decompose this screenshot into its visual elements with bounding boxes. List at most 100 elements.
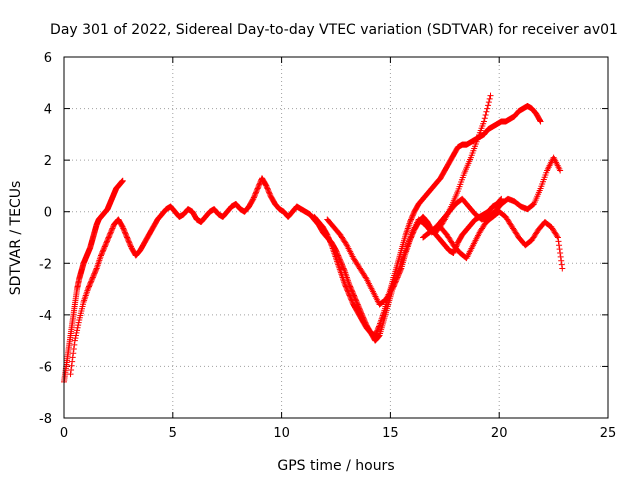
data-point — [373, 329, 380, 336]
data-point — [87, 280, 94, 287]
data-point — [348, 297, 355, 304]
data-point — [107, 229, 114, 236]
y-tick-label: 4 — [44, 103, 52, 118]
data-point — [375, 333, 382, 340]
x-tick-label: 15 — [382, 426, 399, 441]
data-point — [103, 238, 110, 245]
data-point — [555, 238, 562, 245]
y-tick-label: -4 — [39, 309, 52, 324]
data-points — [61, 92, 566, 385]
data-point — [102, 240, 109, 247]
data-point — [375, 324, 382, 331]
data-point — [105, 235, 112, 242]
data-point — [556, 242, 563, 249]
data-point — [97, 252, 104, 259]
data-point — [497, 196, 504, 203]
data-point — [343, 286, 350, 293]
data-point — [123, 231, 130, 238]
data-point — [481, 115, 488, 122]
data-point — [93, 266, 100, 273]
data-point — [410, 211, 417, 218]
data-point — [337, 258, 344, 265]
data-point — [126, 240, 133, 247]
data-point — [68, 366, 75, 373]
data-point — [125, 238, 132, 245]
data-point — [126, 239, 133, 246]
x-tick-label: 5 — [169, 426, 177, 441]
data-point — [92, 268, 99, 275]
data-point — [72, 335, 79, 342]
data-point — [255, 182, 262, 189]
data-point — [99, 249, 106, 256]
data-point — [340, 264, 347, 271]
data-point — [409, 212, 416, 219]
data-point — [75, 319, 82, 326]
data-point — [558, 257, 565, 264]
data-point — [406, 219, 413, 226]
data-point — [265, 188, 272, 195]
data-point — [99, 248, 106, 255]
plot-area — [63, 56, 609, 419]
series-track-6 — [437, 208, 566, 272]
data-point — [344, 287, 351, 294]
y-axis-label: SDTVAR / TECUs — [8, 181, 24, 296]
data-point — [91, 270, 98, 277]
data-point — [103, 239, 110, 246]
y-tick-label: -6 — [39, 360, 52, 375]
data-point — [264, 185, 271, 192]
data-point — [109, 224, 116, 231]
data-point — [451, 248, 458, 255]
data-point — [251, 191, 258, 198]
data-point — [557, 249, 564, 256]
data-point — [106, 231, 113, 238]
data-point — [252, 190, 259, 197]
data-point — [119, 177, 126, 184]
data-point — [375, 323, 382, 330]
data-point — [73, 329, 80, 336]
series-track-1 — [61, 177, 126, 385]
data-point — [120, 225, 127, 232]
x-tick-label: 10 — [273, 426, 290, 441]
x-tick-label: 25 — [600, 426, 617, 441]
data-point — [101, 243, 108, 250]
data-point — [324, 231, 331, 238]
data-point — [75, 322, 82, 329]
data-point — [557, 253, 564, 260]
data-point — [119, 224, 126, 231]
data-point — [122, 230, 129, 237]
data-point — [68, 362, 75, 369]
data-point — [485, 99, 492, 106]
data-point — [375, 333, 382, 340]
data-point — [70, 346, 77, 353]
data-point — [251, 193, 258, 200]
data-point — [127, 242, 134, 249]
series-track-2 — [67, 175, 505, 378]
data-point — [373, 328, 380, 335]
data-point — [265, 186, 271, 193]
data-point — [263, 182, 270, 189]
data-point — [486, 95, 493, 102]
data-point — [554, 233, 561, 240]
data-point — [409, 213, 416, 220]
data-point — [344, 288, 351, 295]
data-point — [104, 237, 111, 244]
y-tick-label: 6 — [44, 51, 52, 66]
data-point — [253, 188, 260, 195]
data-point — [325, 234, 332, 241]
data-point — [487, 92, 494, 99]
data-point — [250, 195, 257, 202]
data-point — [557, 167, 564, 174]
data-point — [101, 244, 108, 251]
data-point — [485, 102, 492, 109]
data-point — [100, 246, 107, 253]
data-point — [69, 354, 76, 361]
data-point — [72, 332, 79, 339]
data-point — [253, 189, 260, 196]
data-point — [88, 278, 95, 285]
data-point — [255, 184, 262, 191]
data-point — [408, 215, 415, 222]
data-point — [407, 217, 414, 224]
data-point — [347, 295, 354, 302]
data-point — [324, 233, 331, 240]
